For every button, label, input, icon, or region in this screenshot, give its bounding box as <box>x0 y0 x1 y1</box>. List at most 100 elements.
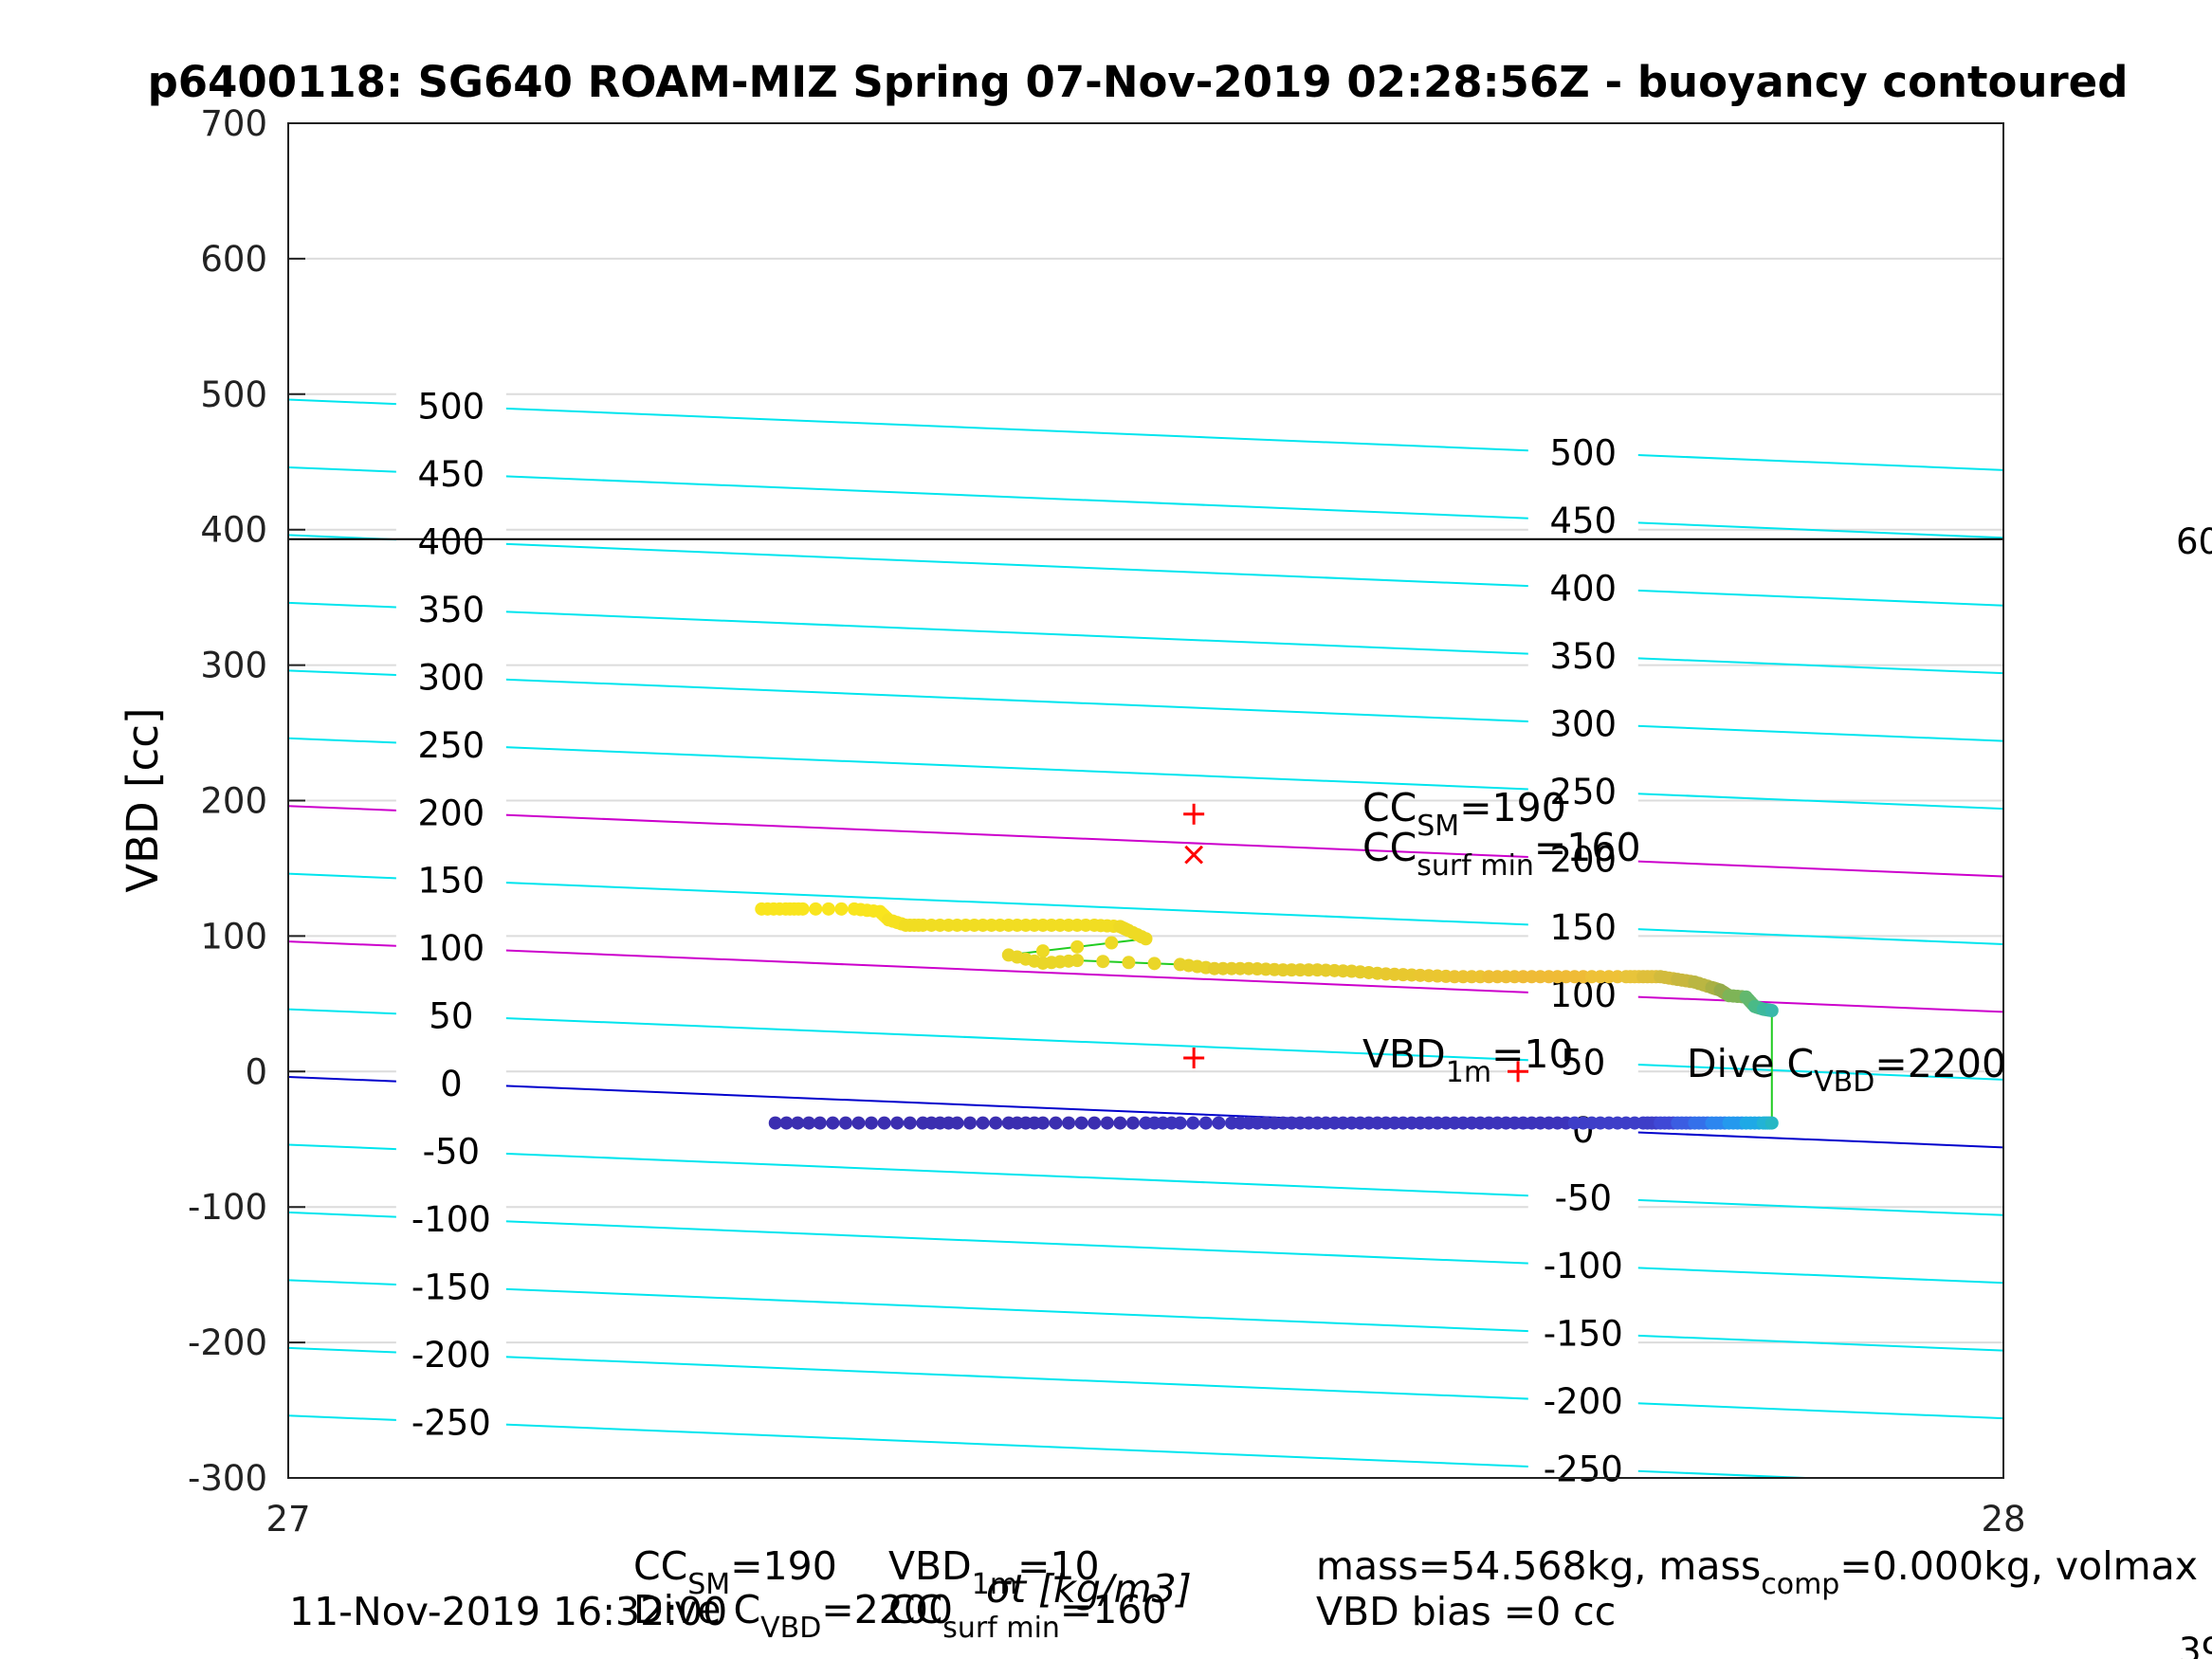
data-point <box>1147 957 1161 971</box>
contour-label-bg <box>1527 1245 1638 1285</box>
x-tick-label: 27 <box>265 1499 310 1540</box>
red-markers <box>1183 803 1529 1083</box>
annotation-vbd-1m: VBD1m=10 <box>1362 1031 1574 1089</box>
data-point <box>963 1116 978 1130</box>
y-axis-label: VBD [cc] <box>118 707 168 892</box>
y-tick-label: 600 <box>200 239 267 280</box>
contour-label-bg <box>1527 1312 1638 1353</box>
buoyancy-contours <box>287 398 2004 1479</box>
svg-text:Dive CVBD=2200: Dive CVBD=2200 <box>1687 1041 2006 1099</box>
data-point <box>1125 1116 1140 1130</box>
y-tick-label: 500 <box>200 374 267 415</box>
contour-label-bg <box>395 1130 506 1171</box>
data-point <box>1062 1116 1076 1130</box>
data-point <box>768 1116 782 1130</box>
x-tick-label: 28 <box>1981 1499 2025 1540</box>
x-axis-label: σt [kg/m3] <box>986 1566 1192 1612</box>
contour-label-bg <box>1527 431 1638 472</box>
contour-label: 500 <box>418 387 485 428</box>
contour-label: 350 <box>418 590 485 630</box>
svg-text:Dive CVBD=2200: Dive CVBD=2200 <box>633 1587 953 1645</box>
contour-label: 500 <box>1549 433 1617 474</box>
annotation-dive-c-vbd: Dive CVBD=2200 <box>1687 1041 2006 1099</box>
contour-label: 100 <box>418 928 485 969</box>
contour-label-bg <box>1527 1176 1638 1217</box>
contour-line <box>287 534 2004 607</box>
contour-label-bg <box>395 1333 506 1374</box>
chart-title: p6400118: SG640 ROAM-MIZ Spring 07-Nov-2… <box>148 57 2129 107</box>
annotation-cc-surf-min: CCsurf min=160 <box>1362 825 1641 883</box>
svg-text:CCSM=190: CCSM=190 <box>633 1543 837 1601</box>
contour-line <box>287 1008 2004 1081</box>
data-point <box>813 1116 827 1130</box>
contour-label: 0 <box>1572 1110 1595 1151</box>
data-point <box>1764 1116 1779 1130</box>
contour-label: 250 <box>1549 772 1617 812</box>
y-tick-label: -100 <box>188 1187 267 1228</box>
contour-label-bg <box>1527 1379 1638 1420</box>
contour-line <box>287 1346 2004 1420</box>
data-point <box>834 902 849 916</box>
contour-line <box>287 872 2004 945</box>
y-tick-labels: -300 -200 -100 0 100 200 300 400 500 600 700 <box>188 103 267 1499</box>
x-marker <box>1184 845 1204 865</box>
data-point <box>903 1116 917 1130</box>
contour-label-bg <box>395 1197 506 1238</box>
contour-line <box>287 940 2004 1013</box>
data-point <box>877 1116 891 1130</box>
svg-text:11-Nov-2019 16:32:00: 11-Nov-2019 16:32:00 <box>289 1589 727 1634</box>
contour-label: -250 <box>1544 1449 1623 1489</box>
contour-label-bg <box>1527 1041 1638 1082</box>
data-point <box>1212 1116 1226 1130</box>
footer-text: CCSM=190 VBD1m=10 11-Nov-2019 16:32:00 D… <box>289 1543 2198 1645</box>
data-point <box>838 1116 852 1130</box>
annotation-cc-sm: CCSM=190 <box>1362 785 1566 843</box>
contour-label-bg <box>395 792 506 832</box>
data-point <box>1764 1003 1779 1017</box>
y-tick-label: 100 <box>200 916 267 957</box>
y-tick-label: 200 <box>200 781 267 822</box>
data-point <box>795 902 810 916</box>
data-point <box>1186 1116 1200 1130</box>
data-point <box>1035 1116 1050 1130</box>
contour-label: -100 <box>1544 1246 1623 1286</box>
contour-label-bg <box>395 994 506 1035</box>
contour-label: -50 <box>1555 1178 1612 1219</box>
data-point <box>865 1116 879 1130</box>
contour-label: 400 <box>418 521 485 562</box>
contour-line <box>287 398 2004 471</box>
contour-label-bg <box>395 1401 506 1442</box>
contour-label: 300 <box>418 657 485 698</box>
contour-line <box>287 1076 2004 1149</box>
contour-label: -150 <box>1544 1313 1623 1354</box>
data-point <box>809 902 823 916</box>
data-point <box>851 1116 866 1130</box>
y-tick-label: 700 <box>200 103 267 144</box>
data-point <box>791 1116 805 1130</box>
contour-label: 150 <box>1549 907 1617 948</box>
data-point <box>821 902 835 916</box>
edge-label-right-top: 60 <box>2176 521 2212 562</box>
contour-label-bg <box>395 588 506 629</box>
contour-line <box>287 1211 2004 1285</box>
data-point <box>1105 936 1119 950</box>
y-tick-label: -300 <box>188 1458 267 1499</box>
data-point <box>1035 944 1050 958</box>
axes-box <box>287 122 2004 1479</box>
contour-label: -100 <box>411 1199 491 1240</box>
y-tick-label: 400 <box>200 510 267 551</box>
data-point <box>1049 1116 1063 1130</box>
contour-line <box>287 1279 2004 1352</box>
data-point <box>1173 1116 1187 1130</box>
contour-label-bg <box>395 859 506 900</box>
data-point <box>950 1116 964 1130</box>
contour-label-bg <box>395 723 506 764</box>
data-point <box>1100 1116 1114 1130</box>
contour-label-bg <box>395 385 506 426</box>
contour-line <box>287 465 2004 539</box>
contour-label: 200 <box>418 793 485 833</box>
contour-label-bg <box>1527 838 1638 879</box>
contour-label: 250 <box>418 725 485 766</box>
contour-label: 350 <box>1549 636 1617 677</box>
